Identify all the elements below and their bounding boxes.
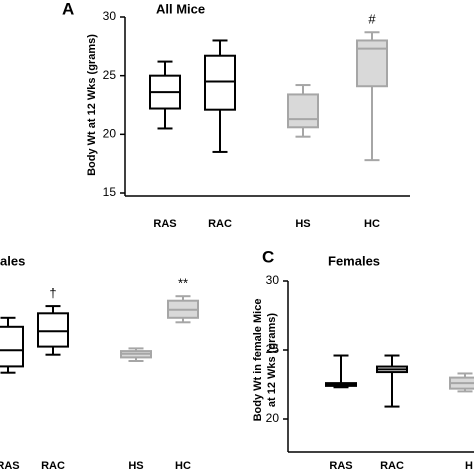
y-tick-label: 25	[266, 342, 280, 356]
box	[287, 93, 319, 129]
box	[37, 312, 69, 348]
box	[0, 325, 24, 368]
chart-title: Females	[328, 253, 380, 268]
box	[204, 54, 236, 111]
y-tick-label: 15	[103, 185, 117, 199]
box	[356, 39, 388, 88]
x-tick-label: HS	[128, 460, 143, 472]
x-tick-label: HC	[364, 218, 380, 230]
y-tick-label: 20	[103, 127, 117, 141]
y-tick-label: 30	[266, 273, 280, 287]
panel-label: A	[62, 0, 74, 18]
y-axis-label: Body Wt in female Mice	[252, 299, 264, 422]
y-tick-label: 30	[103, 9, 117, 23]
chart-title: All Mice	[156, 1, 205, 16]
x-tick-label: HC	[175, 460, 191, 472]
x-tick-label: RAC	[208, 218, 232, 230]
x-tick-label: RAS	[329, 460, 352, 472]
x-tick-label: RAS	[0, 460, 20, 472]
chart-title: ales	[0, 253, 25, 268]
x-tick-label: H	[465, 460, 473, 472]
panel-label: C	[262, 247, 274, 266]
annotation: #	[368, 12, 376, 27]
x-tick-label: RAS	[153, 218, 176, 230]
y-tick-label: 25	[103, 68, 117, 82]
x-tick-label: HS	[295, 218, 310, 230]
annotation: **	[178, 276, 188, 291]
annotation: †	[49, 286, 56, 301]
x-tick-label: RAC	[41, 460, 65, 472]
y-tick-label: 20	[266, 411, 280, 425]
x-tick-label: RAC	[380, 460, 404, 472]
y-axis-label: Body Wt at 12 Wks (grams)	[86, 34, 98, 176]
y-axis-label: at 12 Wks (grams)	[266, 313, 278, 407]
